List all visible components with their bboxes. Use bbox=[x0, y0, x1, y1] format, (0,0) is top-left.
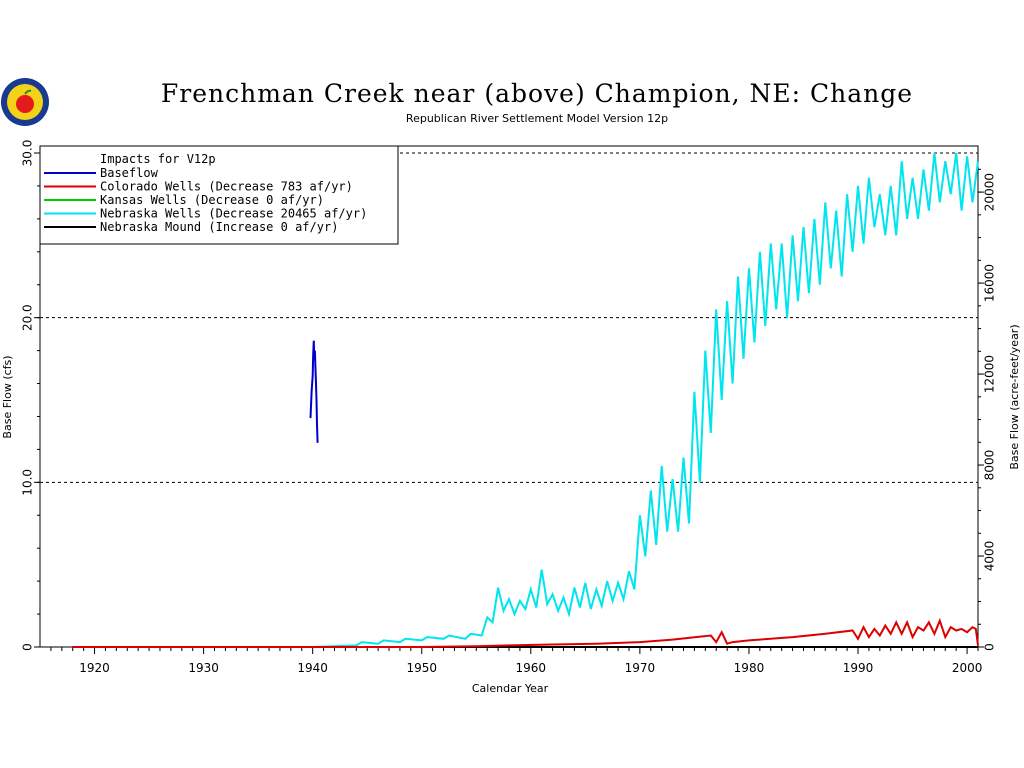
y-tick-label: 10.0 bbox=[21, 469, 35, 496]
legend-title: Impacts for V12p bbox=[100, 152, 216, 166]
legend-entry: Colorado Wells (Decrease 783 af/yr) bbox=[100, 180, 353, 194]
logo-apple bbox=[16, 95, 34, 113]
y-tick-label: 30.0 bbox=[21, 140, 35, 167]
legend-entry: Kansas Wells (Decrease 0 af/yr) bbox=[100, 193, 324, 207]
legend-entry: Nebraska Mound (Increase 0 af/yr) bbox=[100, 220, 338, 234]
plot-area: 0 10.0 20.0 30.0 0 4000 8000 12000 16000 20000 192… bbox=[1, 140, 1021, 695]
legend-entry: Nebraska Wells (Decrease 20465 af/yr) bbox=[100, 207, 367, 221]
logo bbox=[1, 78, 49, 126]
x-tick-label: 1950 bbox=[406, 661, 437, 675]
x-tick-label: 1930 bbox=[188, 661, 219, 675]
y-right-tick-label: 20000 bbox=[983, 173, 997, 211]
series-line-colorado-wells bbox=[72, 617, 979, 648]
series-line-nebraska-wells bbox=[312, 152, 979, 648]
y-axis-label: Base Flow (cfs) bbox=[1, 355, 14, 438]
y-right-tick-label: 0 bbox=[983, 643, 997, 651]
y-right-tick-label: 16000 bbox=[983, 264, 997, 302]
x-tick-label: 1980 bbox=[734, 661, 765, 675]
x-axis-label: Calendar Year bbox=[472, 682, 549, 695]
legend-box bbox=[39, 145, 399, 245]
y-right-tick-label: 8000 bbox=[983, 450, 997, 481]
x-tick-label: 1970 bbox=[625, 661, 656, 675]
x-tick-label: 1920 bbox=[79, 661, 110, 675]
chart-subtitle: Republican River Settlement Model Versio… bbox=[406, 112, 668, 125]
x-tick-label: 1990 bbox=[843, 661, 874, 675]
x-tick-label: 2000 bbox=[952, 661, 983, 675]
y-tick-label: 20.0 bbox=[21, 304, 35, 331]
y-right-tick-label: 12000 bbox=[983, 355, 997, 393]
chart-title: Frenchman Creek near (above) Champion, N… bbox=[161, 79, 913, 108]
x-tick-label: 1960 bbox=[516, 661, 547, 675]
y-tick-label: 0 bbox=[21, 643, 35, 651]
legend-entry: Baseflow bbox=[100, 166, 159, 180]
y-axis-label-right: Base Flow (acre-feet/year) bbox=[1008, 324, 1021, 469]
logo-leaf bbox=[24, 89, 32, 95]
x-tick-label: 1940 bbox=[297, 661, 328, 675]
y-right-tick-label: 4000 bbox=[983, 541, 997, 572]
series-line-baseflow bbox=[309, 340, 319, 443]
